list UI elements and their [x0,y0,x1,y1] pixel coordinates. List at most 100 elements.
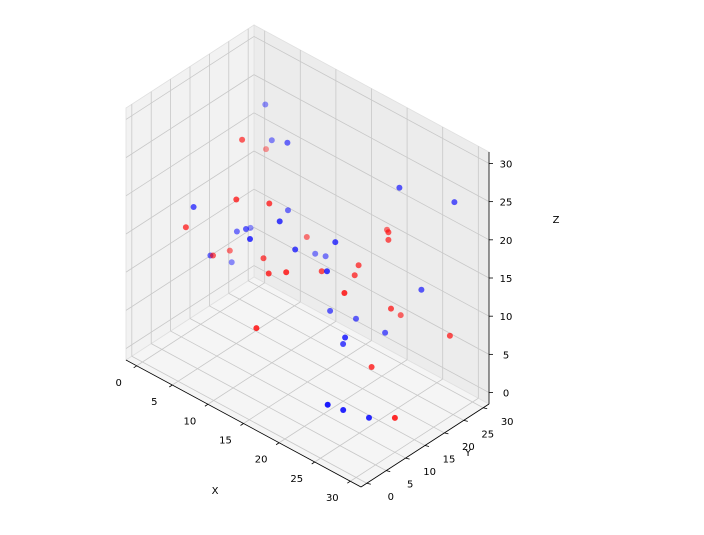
scatter-point [446,332,453,339]
scatter-point [263,146,269,153]
scatter-point [353,315,359,322]
y-tick-mark [444,432,449,435]
x-tick-label: 10 [184,416,197,427]
axis-lines [125,152,493,488]
scatter-point [342,334,349,341]
z-grid-back [253,112,490,241]
scatter-point [233,228,240,235]
z-grid-back [253,150,490,279]
z-grid-left [125,227,255,311]
z-tick-label: 15 [500,274,513,285]
y-tick-mark [405,457,410,460]
y-axis-label: Y [464,448,472,459]
z-grid-left [125,150,255,235]
y-grid-floor [170,330,406,459]
scatter-point [247,236,253,242]
x-tick-label: 25 [290,474,303,485]
z-grid-left [125,265,255,349]
y-tick-mark [424,445,430,447]
x-tick-mark [347,480,351,484]
scatter-point [247,224,254,231]
scatter-point [262,101,269,108]
scatter-point [366,414,372,421]
scatter-point [324,401,331,408]
y-tick-label: 25 [481,429,494,440]
x-tick-mark [204,403,209,407]
scatter-point [388,305,394,312]
scatter-point [332,239,339,246]
scatter-point [340,341,347,347]
y-grid-floor [247,280,484,409]
scatter-point [385,229,392,236]
x-axis-label: X [212,486,219,497]
scatter-point [243,226,249,232]
z-grid-left [125,74,255,158]
x-tick-label: 20 [255,455,268,466]
y-tick-label: 0 [388,492,394,503]
scatter-point [351,272,358,279]
z-tick-label: 20 [500,236,513,247]
y-tick-label: 20 [462,442,475,453]
scatter-point [322,253,329,260]
y-grid-floor [131,355,368,484]
x-tick-label: 5 [151,397,157,408]
scatter-point [260,255,267,262]
scatter-point [382,329,389,336]
scatter-point [385,236,392,243]
x-tick-label: 0 [115,378,121,389]
grid-lines [125,28,490,484]
scatter-point [182,224,189,231]
z-tick-label: 30 [500,159,513,170]
scatter-point [226,247,233,254]
scatter-point [190,204,197,210]
z-grid-left [125,36,255,120]
z-grid-back [253,74,490,202]
z-grid-back [253,36,490,164]
scatter-point [418,286,425,293]
data-points [182,101,458,421]
y-grid-floor [209,305,445,434]
z-tick-label: 5 [503,350,509,361]
y-tick-label: 30 [501,417,514,428]
scatter-point [283,269,290,276]
scatter-point [391,414,398,421]
scatter-point [397,312,404,319]
scatter-point [268,137,275,144]
y-grid-floor [228,292,464,421]
x-tick-mark [240,423,244,426]
y-tick-mark [366,482,371,485]
y-tick-mark [483,407,488,410]
scatter-point [327,307,334,314]
z-grid-back [253,265,490,393]
scatter-point [276,218,283,225]
scatter-point [239,136,246,143]
scatter-point [265,270,272,277]
scatter-point [284,139,291,146]
scatter-point [355,262,362,269]
scatter-point [253,325,260,332]
y-tick-label: 5 [407,480,413,491]
y-grid-floor [151,343,387,472]
scatter-point [340,407,347,413]
scatter-point [396,184,403,191]
y-tick-mark [463,419,468,422]
scatter-point [312,250,319,257]
x-tick-mark [275,442,280,446]
y-tick-label: 10 [423,467,436,478]
scatter-point [210,252,216,259]
y-tick-mark [386,470,391,473]
scatter-point [318,268,325,275]
z-tick-label: 0 [503,389,509,400]
x-tick-label: 30 [326,493,339,504]
y-tick-label: 15 [443,455,456,466]
z-grid-back [253,188,490,317]
scatter-point [451,199,458,206]
x-tick-label: 15 [219,436,232,447]
scatter-point [303,234,310,240]
z-tick-label: 10 [500,312,513,323]
scatter-point [341,290,348,296]
scatter-point [266,200,273,207]
scatter-point [324,268,330,275]
